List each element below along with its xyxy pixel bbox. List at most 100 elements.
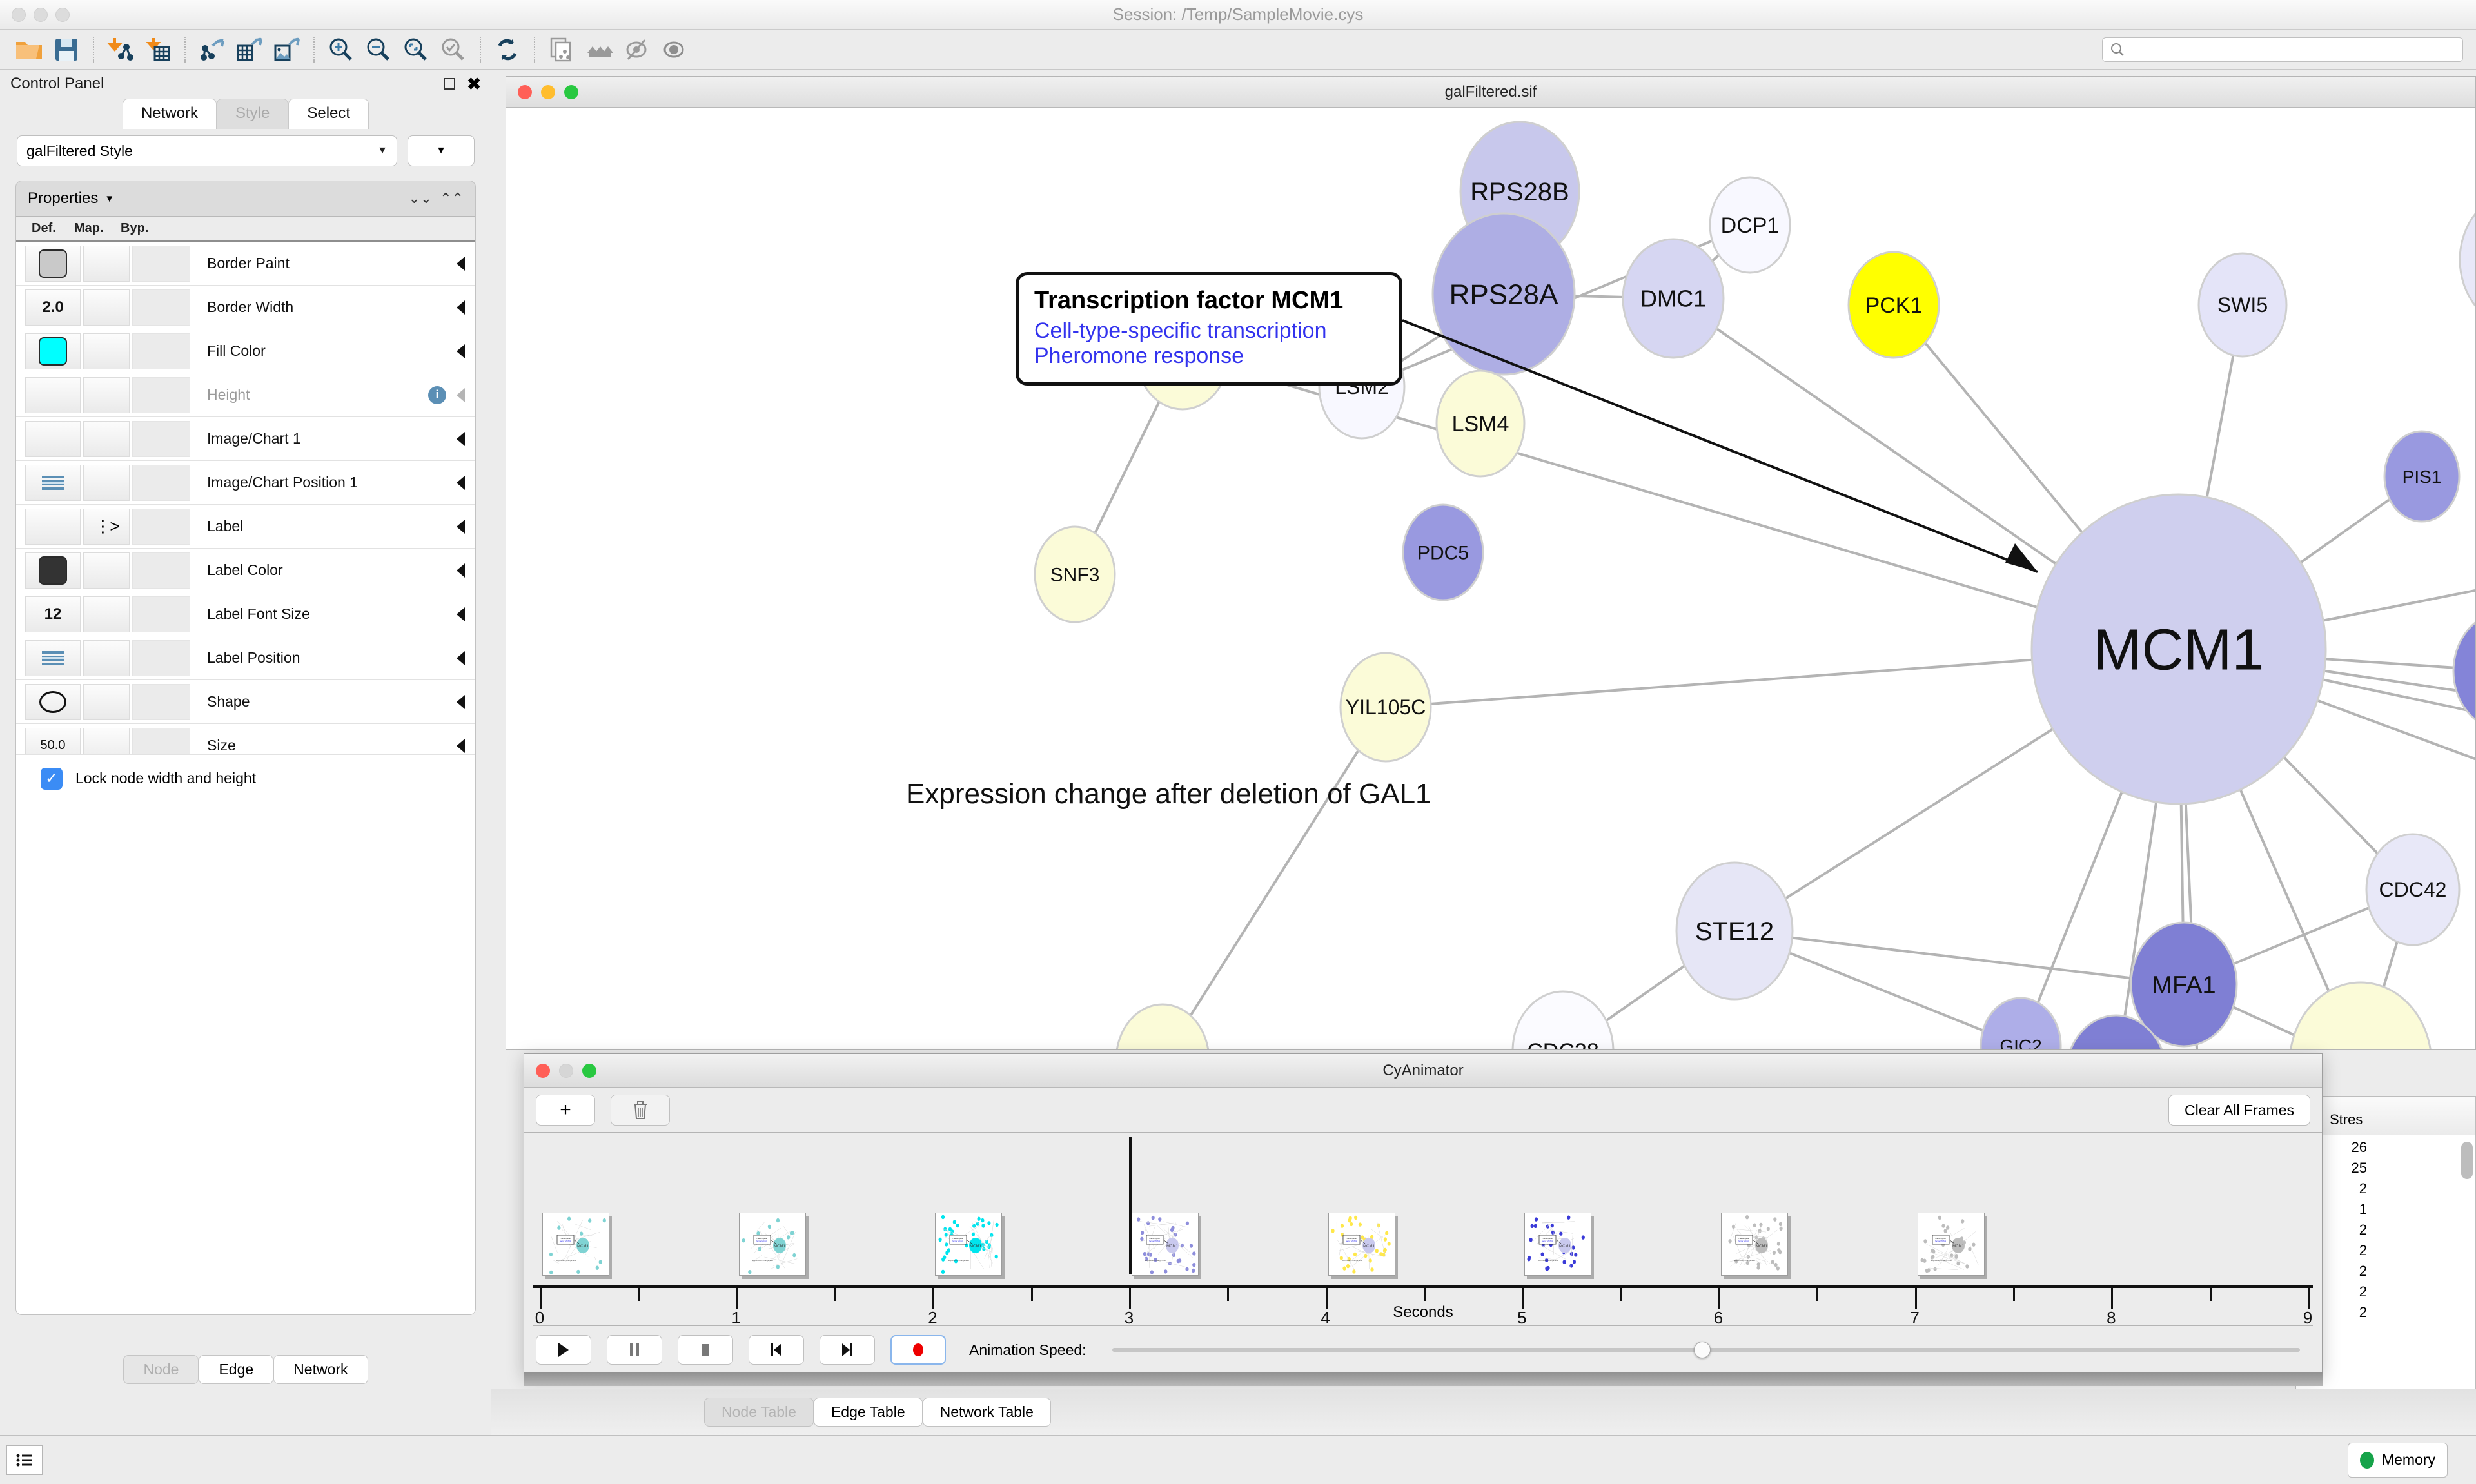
add-frame-button[interactable]: + <box>536 1094 595 1126</box>
table-row[interactable]: 2 <box>2296 1180 2475 1201</box>
expand-all-icon[interactable]: ⌃⌃ <box>440 190 464 206</box>
export-table-icon[interactable] <box>231 33 268 66</box>
maximize-window-button[interactable] <box>55 8 70 22</box>
show-all-icon[interactable] <box>655 33 693 66</box>
property-row-shape[interactable]: Shape <box>16 680 475 724</box>
bypass-cell[interactable] <box>132 552 190 589</box>
property-row-fill-color[interactable]: Fill Color <box>16 329 475 373</box>
lock-node-size-row[interactable]: ✓ Lock node width and height <box>16 754 475 802</box>
expand-arrow-icon[interactable] <box>457 650 465 665</box>
bypass-cell[interactable] <box>132 596 190 632</box>
expand-arrow-icon[interactable] <box>457 519 465 534</box>
mapping-cell[interactable] <box>83 464 130 501</box>
horizontal-scrollbar[interactable] <box>524 1372 2323 1386</box>
bypass-cell[interactable] <box>132 245 190 282</box>
table-scrollbar[interactable] <box>2461 1142 2473 1179</box>
bypass-cell[interactable] <box>132 333 190 369</box>
timeline-frame[interactable]: MCM1 Transcription factor MCM1 Expression c… <box>542 1213 609 1276</box>
network-node-cdc28[interactable]: CDC28 <box>1511 990 1615 1049</box>
timeline-frame[interactable]: MCM1 Transcription factor MCM1 Expression c… <box>1917 1213 1985 1276</box>
mapping-cell[interactable] <box>83 639 130 676</box>
hide-selected-icon[interactable] <box>618 33 655 66</box>
network-node-rps28a[interactable]: RPS28A <box>1431 212 1576 376</box>
mapping-cell[interactable] <box>83 727 130 754</box>
timeline-frames[interactable]: MCM1 Transcription factor MCM1 Expression c… <box>533 1213 2313 1289</box>
timeline-frame[interactable]: MCM1 Transcription factor MCM1 Expression c… <box>1328 1213 1395 1276</box>
bypass-cell[interactable] <box>132 420 190 457</box>
table-row[interactable]: 2 <box>2296 1242 2475 1263</box>
default-cell[interactable]: 12 <box>25 596 81 632</box>
table-row[interactable]: 25 <box>2296 1160 2475 1180</box>
info-icon[interactable]: i <box>428 386 446 404</box>
mapping-cell[interactable]: ⋮> <box>83 508 130 545</box>
bypass-cell[interactable] <box>132 683 190 720</box>
bypass-cell[interactable] <box>132 376 190 413</box>
table-row[interactable]: 26 <box>2296 1139 2475 1160</box>
property-row-label[interactable]: ⋮> Label <box>16 505 475 549</box>
expand-arrow-icon[interactable] <box>457 607 465 621</box>
animation-speed-slider[interactable] <box>1112 1342 2300 1358</box>
expand-arrow-icon[interactable] <box>457 694 465 709</box>
mapping-cell[interactable] <box>83 289 130 326</box>
tab-network[interactable]: Network <box>122 99 217 129</box>
tab-style[interactable]: Style <box>216 99 289 129</box>
open-folder-icon[interactable] <box>10 33 48 66</box>
timeline-frame[interactable]: MCM1 Transcription factor MCM1 Expression c… <box>738 1213 806 1276</box>
network-node-gic2[interactable]: GIC2 <box>1980 997 2062 1049</box>
network-node-mcm1[interactable]: MCM1 <box>2030 493 2327 805</box>
memory-indicator[interactable]: Memory <box>2347 1442 2448 1478</box>
network-node-yil105c[interactable]: YIL105C <box>1339 652 1432 763</box>
timeline-frame[interactable]: MCM1 Transcription factor MCM1 Expression c… <box>935 1213 1003 1276</box>
tab-network-table[interactable]: Network Table <box>922 1398 1051 1427</box>
float-panel-button[interactable] <box>444 78 456 90</box>
bypass-cell[interactable] <box>132 464 190 501</box>
expand-arrow-icon[interactable] <box>457 344 465 358</box>
network-node-lsm4[interactable]: LSM4 <box>1435 369 1526 478</box>
expand-arrow-icon[interactable] <box>457 387 465 402</box>
import-table-icon[interactable] <box>139 33 177 66</box>
cyanimator-traffic-lights[interactable] <box>536 1064 596 1078</box>
timeline-frame[interactable]: MCM1 Transcription factor MCM1 Expression c… <box>1132 1213 1199 1276</box>
mapping-cell[interactable] <box>83 376 130 413</box>
network-node-gal80[interactable]: GAL80 <box>2459 191 2475 328</box>
mapping-cell[interactable] <box>83 596 130 632</box>
tab-network-styles[interactable]: Network <box>273 1354 368 1384</box>
network-node-ste12[interactable]: STE12 <box>1675 861 1794 1001</box>
zoom-in-icon[interactable] <box>322 33 360 66</box>
new-network-icon[interactable] <box>543 33 580 66</box>
network-graph[interactable]: RPS28BDCP1RPS28ADMC1PCK1SWI5GAL80GAL11ST… <box>506 108 2475 1049</box>
table-row[interactable]: 2 <box>2296 1222 2475 1242</box>
default-cell[interactable]: 50.0 <box>25 727 81 754</box>
task-list-button[interactable] <box>6 1445 43 1475</box>
minimize-network-window-button[interactable] <box>541 85 555 99</box>
table-row[interactable]: 1 <box>2296 1201 2475 1222</box>
network-node-mfa1[interactable]: MFA1 <box>2130 921 2238 1048</box>
clear-all-frames-button[interactable]: Clear All Frames <box>2168 1095 2310 1126</box>
import-network-icon[interactable] <box>102 33 139 66</box>
first-frame-button[interactable] <box>749 1335 804 1365</box>
pause-button[interactable] <box>607 1335 662 1365</box>
property-row-image-chart-position-1[interactable]: Image/Chart Position 1 <box>16 461 475 505</box>
default-cell[interactable]: 2.0 <box>25 289 81 326</box>
network-edge[interactable] <box>1734 930 2185 986</box>
default-cell[interactable] <box>25 420 81 457</box>
network-window-traffic-lights[interactable] <box>518 85 578 99</box>
network-node-cdc42[interactable]: CDC42 <box>2365 833 2461 946</box>
expand-arrow-icon[interactable] <box>457 431 465 446</box>
default-cell[interactable] <box>25 683 81 720</box>
expand-arrow-icon[interactable] <box>457 256 465 271</box>
refresh-icon[interactable] <box>489 33 526 66</box>
export-network-icon[interactable] <box>193 33 231 66</box>
expand-arrow-icon[interactable] <box>457 300 465 315</box>
property-row-border-width[interactable]: 2.0 Border Width <box>16 286 475 329</box>
timeline-frame[interactable]: MCM1 Transcription factor MCM1 Expression c… <box>1524 1213 1592 1276</box>
mapping-cell[interactable] <box>83 333 130 369</box>
search-input[interactable] <box>2102 37 2463 62</box>
lock-checkbox[interactable]: ✓ <box>41 767 63 790</box>
property-row-border-paint[interactable]: Border Paint <box>16 242 475 286</box>
default-cell[interactable] <box>25 508 81 545</box>
timeline-frame[interactable]: MCM1 Transcription factor MCM1 Expression c… <box>1721 1213 1788 1276</box>
property-row-image-chart-1[interactable]: Image/Chart 1 <box>16 417 475 461</box>
property-row-size[interactable]: 50.0 Size <box>16 724 475 754</box>
bypass-cell[interactable] <box>132 727 190 754</box>
